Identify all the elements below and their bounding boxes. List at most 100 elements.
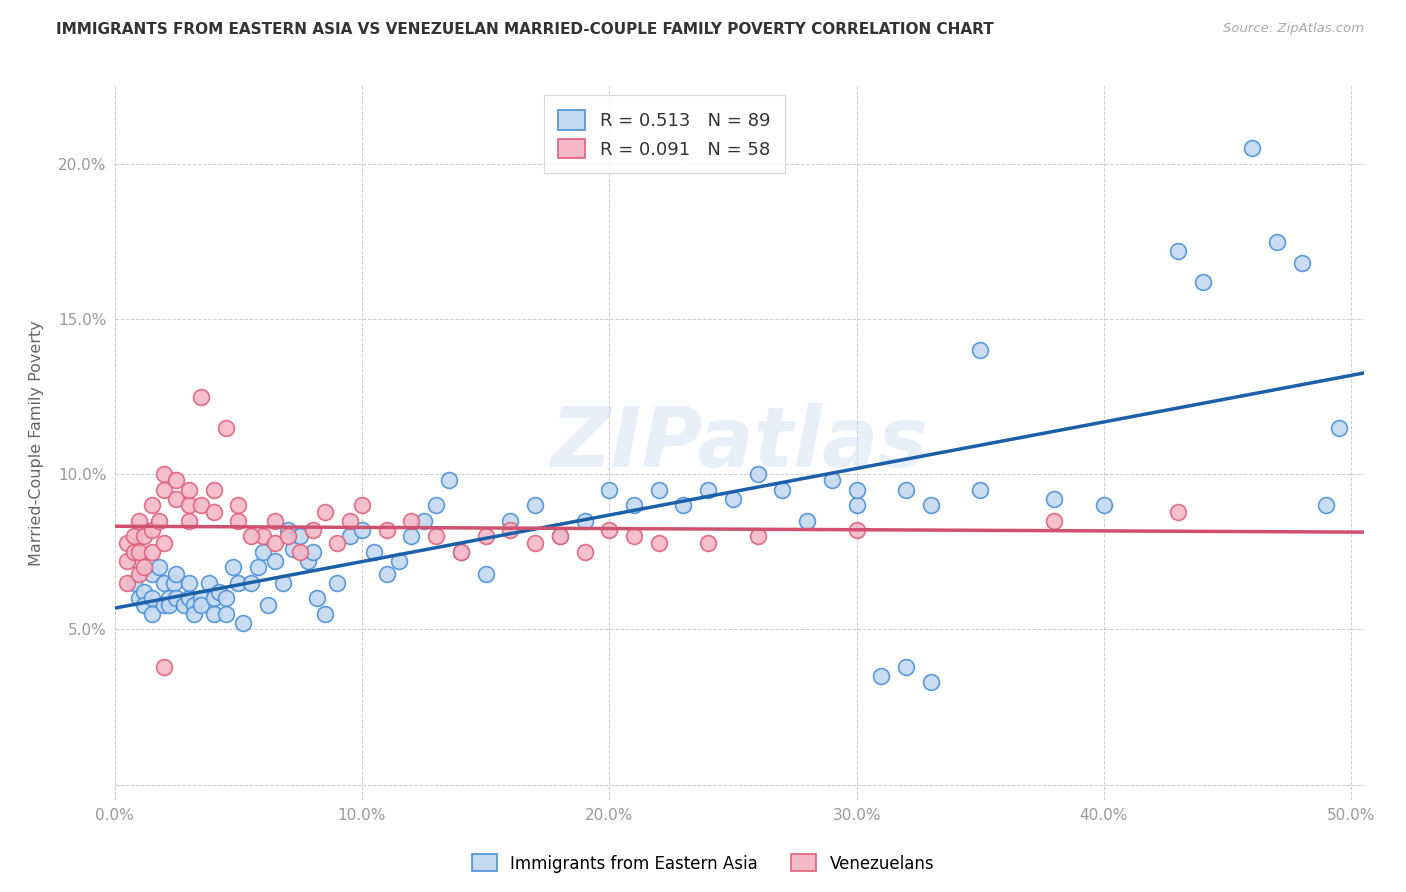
Y-axis label: Married-Couple Family Poverty: Married-Couple Family Poverty (30, 320, 44, 566)
Point (1043, 514, 1066, 528)
Point (197, 575, 219, 590)
Point (401, 529, 423, 543)
Point (190, 499, 212, 513)
Legend: Immigrants from Eastern Asia, Venezuelans: Immigrants from Eastern Asia, Venezuelan… (465, 847, 941, 880)
Point (1265, 235, 1288, 249)
Point (277, 523, 299, 537)
Point (166, 474, 188, 488)
Point (271, 575, 294, 590)
Point (301, 545, 323, 559)
Point (148, 514, 170, 528)
Point (115, 575, 138, 590)
Point (252, 529, 274, 543)
Point (1043, 492, 1066, 507)
Point (721, 492, 744, 507)
Point (157, 591, 180, 606)
Point (281, 541, 304, 556)
Point (190, 591, 212, 606)
Point (264, 554, 287, 568)
Point (697, 483, 720, 497)
Point (598, 483, 620, 497)
Point (450, 545, 472, 559)
Point (307, 591, 329, 606)
Point (157, 598, 180, 612)
Point (177, 499, 200, 513)
Point (128, 514, 150, 528)
Point (339, 514, 361, 528)
Point (153, 575, 176, 590)
Point (128, 545, 150, 559)
Point (177, 575, 200, 590)
Point (141, 499, 163, 513)
Point (845, 523, 868, 537)
Point (1315, 499, 1337, 513)
Point (166, 566, 188, 581)
Point (190, 390, 212, 404)
Point (264, 514, 287, 528)
Text: Source: ZipAtlas.com: Source: ZipAtlas.com (1223, 22, 1364, 36)
Point (226, 499, 249, 513)
Point (141, 591, 163, 606)
Point (524, 535, 547, 549)
Text: ZIPatlas: ZIPatlas (550, 403, 928, 483)
Point (128, 566, 150, 581)
Point (297, 554, 319, 568)
Point (141, 545, 163, 559)
Point (128, 591, 150, 606)
Point (375, 566, 398, 581)
Point (870, 669, 893, 683)
Point (153, 659, 176, 673)
Point (153, 483, 176, 497)
Point (339, 529, 361, 543)
Point (141, 523, 163, 537)
Point (623, 529, 645, 543)
Point (226, 575, 249, 590)
Legend: R = 0.513   N = 89, R = 0.091   N = 58: R = 0.513 N = 89, R = 0.091 N = 58 (544, 95, 785, 173)
Point (153, 598, 176, 612)
Point (524, 499, 547, 513)
Point (412, 514, 434, 528)
Point (450, 545, 472, 559)
Point (183, 607, 205, 621)
Point (177, 483, 200, 497)
Point (1291, 256, 1313, 270)
Point (1092, 499, 1115, 513)
Point (314, 504, 336, 518)
Point (215, 607, 238, 621)
Point (969, 483, 991, 497)
Point (326, 575, 349, 590)
Point (202, 483, 225, 497)
Point (350, 499, 373, 513)
Point (134, 560, 156, 574)
Point (920, 675, 942, 690)
Point (375, 523, 398, 537)
Point (648, 483, 671, 497)
Point (257, 598, 280, 612)
Point (697, 535, 720, 549)
Point (388, 554, 411, 568)
Point (288, 529, 311, 543)
Point (166, 492, 188, 507)
Point (1167, 504, 1189, 518)
Point (207, 585, 229, 599)
Point (894, 659, 917, 673)
Point (163, 575, 186, 590)
Point (173, 598, 195, 612)
Point (134, 529, 156, 543)
Point (190, 598, 212, 612)
Point (183, 598, 205, 612)
Point (141, 607, 163, 621)
Point (124, 545, 146, 559)
Point (134, 585, 156, 599)
Point (1241, 141, 1264, 155)
Point (499, 523, 522, 537)
Point (247, 560, 270, 574)
Point (598, 523, 620, 537)
Point (232, 616, 254, 631)
Point (1191, 275, 1213, 289)
Point (363, 545, 385, 559)
Point (202, 591, 225, 606)
Point (474, 566, 496, 581)
Point (314, 607, 336, 621)
Point (124, 575, 146, 590)
